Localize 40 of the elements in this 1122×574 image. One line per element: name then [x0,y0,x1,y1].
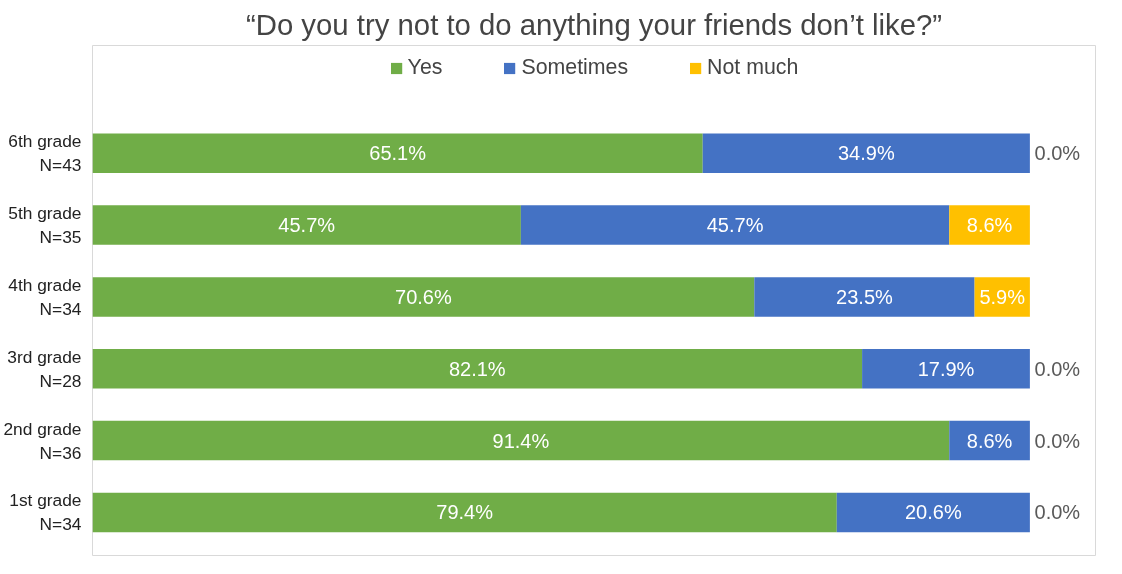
bar [754,277,975,317]
data-label: 0.0% [1034,429,1081,452]
y-tick-label: 1st grade N=34 [9,490,82,535]
data-label: 5.9% [979,285,1026,308]
data-label: 45.7% [706,214,764,237]
bar [949,205,1030,245]
data-label: 23.5% [836,285,894,308]
chart-title: “Do you try not to do anything your friends don’t like?” [245,7,943,41]
data-label: 20.6% [904,501,962,524]
bar [92,277,755,317]
y-tick-label: 2nd grade N=36 [3,418,82,463]
y-tick-label: 3rd grade N=28 [7,346,82,391]
bar [92,205,521,245]
data-label: 45.7% [278,214,336,237]
bar [702,133,1030,173]
y-tick-label: 4th grade N=34 [8,274,82,319]
bar [520,205,950,245]
data-label: 0.0% [1034,501,1081,524]
data-label: 79.4% [436,501,494,524]
data-label: 8.6% [966,429,1013,452]
bar [92,348,863,389]
data-label: 65.1% [369,142,427,165]
legend-label: Not much [707,55,799,80]
data-label: 8.6% [966,214,1013,237]
legend-label: Yes [407,55,443,80]
data-label: 0.0% [1034,357,1081,380]
data-label: 34.9% [837,142,895,165]
legend-label: Sometimes [521,55,629,80]
bar [836,492,1030,533]
data-label: 17.9% [917,357,975,380]
data-label: 82.1% [448,357,506,380]
data-label: 0.0% [1034,142,1081,165]
data-label: 91.4% [492,429,550,452]
bar [92,133,703,173]
bar [92,492,837,533]
y-tick-label: 5th grade N=35 [8,203,82,248]
data-label: 70.6% [395,285,452,308]
bar [862,348,1030,389]
bar [92,420,950,461]
y-tick-label: 6th grade N=43 [8,131,82,176]
